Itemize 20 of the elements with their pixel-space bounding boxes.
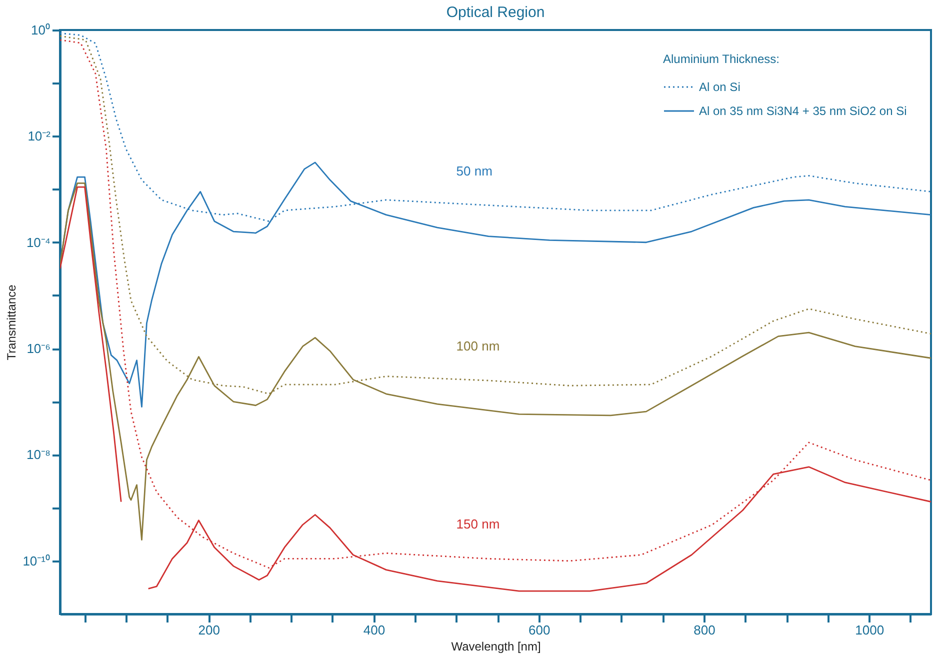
x-tick-label: 1000 (855, 622, 884, 638)
y-tick-label: 10⁻⁸ (26, 447, 50, 462)
legend-title: Aluminium Thickness: (663, 52, 780, 66)
annotation: 100 nm (456, 338, 500, 354)
legend-label: Al on 35 nm Si3N4 + 35 nm SiO2 on Si (699, 104, 907, 118)
y-tick-label: 10⁻⁶ (26, 341, 50, 356)
y-tick-label: 10⁻⁴ (26, 234, 50, 250)
x-axis-title: Wavelength [nm] (451, 640, 541, 654)
legend-label: Al on Si (699, 80, 740, 94)
y-axis-title: Transmittance (4, 284, 19, 360)
x-tick-label: 200 (198, 622, 220, 638)
y-tick-label: 10⁻¹⁰ (22, 553, 50, 568)
x-tick-label: 800 (694, 622, 716, 638)
y-tick-label: 10⁰ (31, 22, 50, 38)
annotation: 150 nm (456, 516, 500, 532)
annotation: 50 nm (456, 163, 492, 178)
x-tick-label: 600 (528, 622, 550, 638)
x-tick-label: 400 (363, 622, 386, 638)
chart-title: Optical Region (446, 4, 545, 21)
y-tick-label: 10⁻² (28, 128, 52, 144)
